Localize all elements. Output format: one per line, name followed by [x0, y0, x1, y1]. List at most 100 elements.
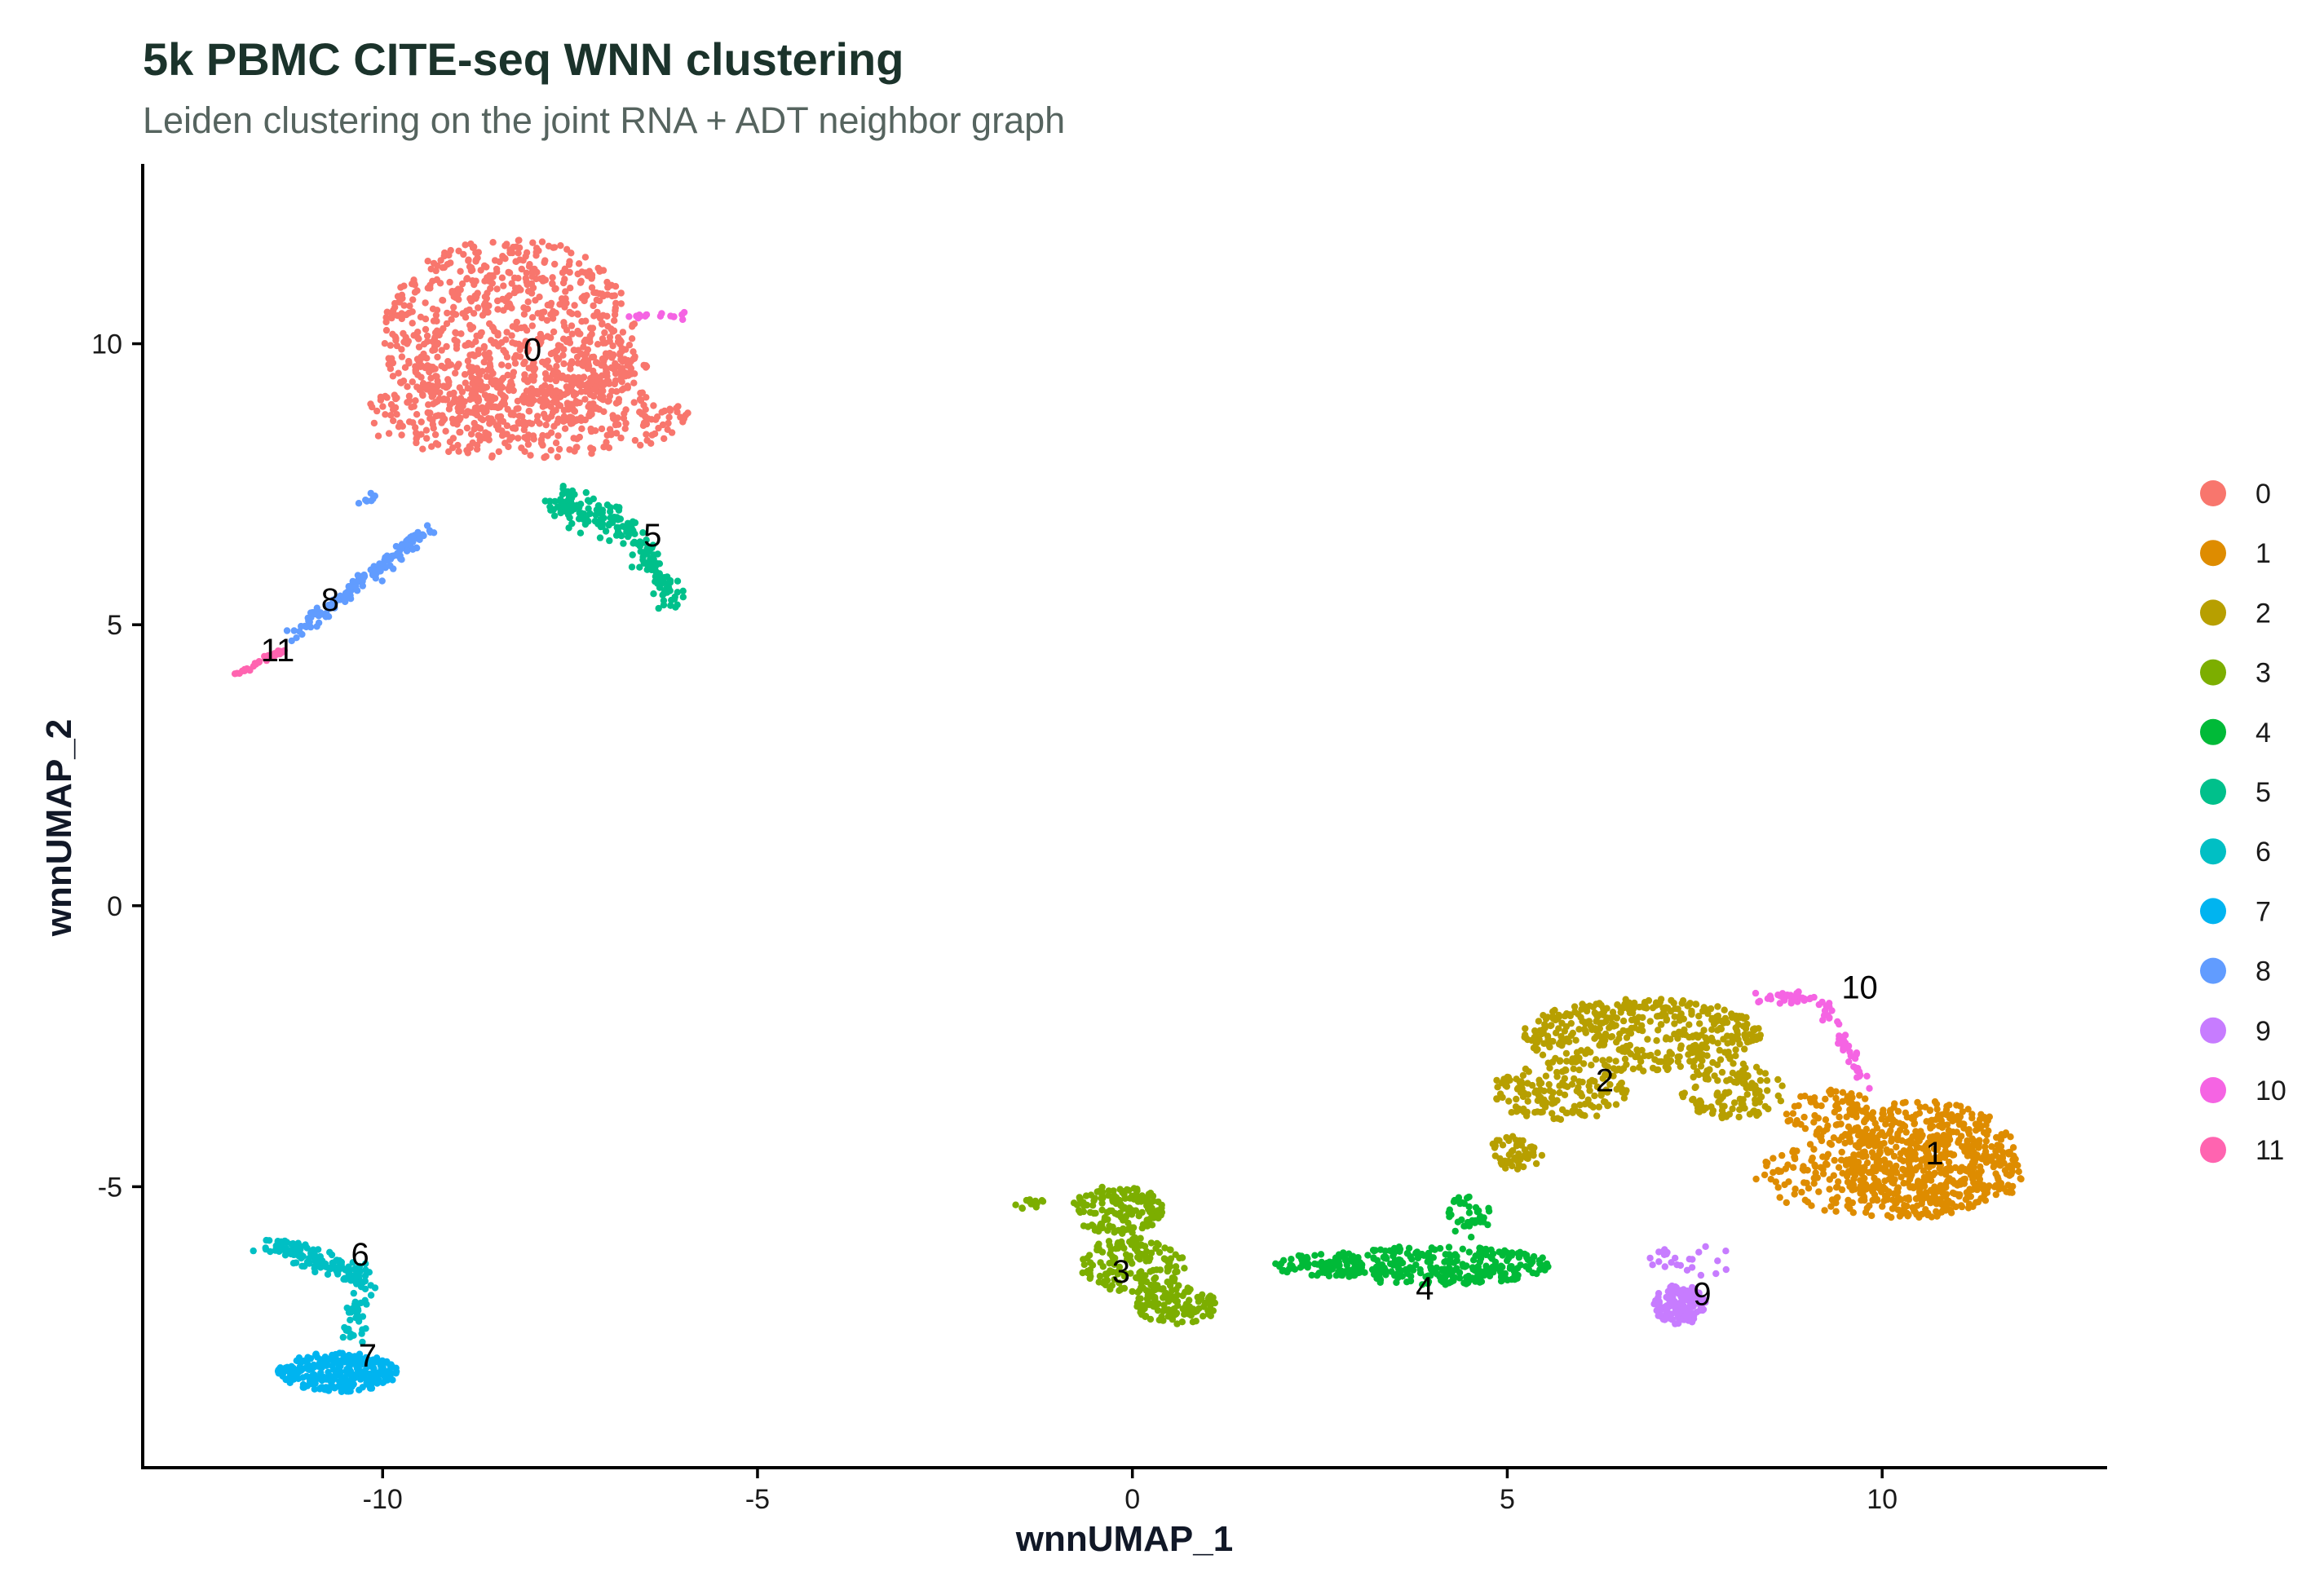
cluster-2-point	[1617, 1080, 1625, 1087]
cluster-8-point	[354, 572, 362, 579]
cluster-1-point	[1968, 1115, 1976, 1122]
cluster-2-point	[1542, 1015, 1550, 1022]
cluster-3-point	[1166, 1258, 1173, 1266]
cluster-2-point	[1703, 1052, 1711, 1059]
cluster-0-point	[566, 258, 573, 265]
cluster-1-point	[1964, 1127, 1972, 1135]
cluster-4-point	[1522, 1263, 1530, 1270]
cluster-1-point	[1927, 1117, 1934, 1124]
cluster-1-point	[1917, 1184, 1924, 1191]
cluster-0-point	[599, 320, 606, 328]
legend-label: 1	[2256, 538, 2271, 569]
cluster-0-point	[581, 269, 589, 276]
cluster-0-point	[609, 412, 616, 419]
legend-item: 6	[2200, 837, 2271, 868]
cluster-1-point	[1992, 1190, 1999, 1199]
cluster-0-point	[458, 280, 466, 288]
cluster-1-point	[1981, 1114, 1988, 1121]
cluster-1-point	[1876, 1185, 1883, 1192]
cluster-6-point	[263, 1236, 270, 1244]
cluster-1-point	[1853, 1101, 1861, 1109]
chart-title: 5k PBMC CITE-seq WNN clustering	[143, 33, 904, 85]
cluster-6-point	[274, 1238, 281, 1245]
cluster-1-point	[1958, 1203, 1966, 1211]
cluster-0-point	[471, 404, 479, 412]
cluster-1-point	[1884, 1147, 1891, 1155]
cluster-5-point	[559, 483, 567, 490]
cluster-0-point	[559, 351, 567, 359]
cluster-2-point	[1571, 1009, 1579, 1016]
cluster-3-point	[1089, 1261, 1097, 1269]
x-tick-label: 10	[1867, 1484, 1898, 1515]
cluster-0-point	[404, 383, 411, 391]
cluster-0-point	[440, 415, 447, 422]
cluster-2-point	[1755, 1110, 1762, 1118]
cluster-1-point	[1869, 1109, 1877, 1116]
cluster-3-point	[1171, 1275, 1178, 1283]
cluster-2-point	[1616, 1030, 1624, 1038]
cluster-0-point	[413, 287, 421, 294]
cluster-4-point	[1450, 1259, 1458, 1266]
cluster-7-point	[332, 1371, 339, 1379]
cluster-2-point	[1567, 1019, 1575, 1027]
cluster-0-point	[475, 397, 482, 405]
cluster-3-point	[1106, 1207, 1114, 1215]
cluster-4-point	[1465, 1222, 1473, 1230]
cluster-4-point	[1477, 1278, 1484, 1286]
cluster-2-point	[1537, 1080, 1545, 1087]
cluster-1-point	[1783, 1199, 1790, 1207]
cluster-0-point	[529, 284, 537, 292]
cluster-3-point	[1076, 1208, 1084, 1217]
cluster-2-point	[1708, 1103, 1715, 1111]
cluster-8-point	[409, 545, 417, 553]
cluster-2-point	[1774, 1075, 1782, 1084]
cluster-4-point	[1382, 1271, 1390, 1279]
cluster-1-point	[1935, 1155, 1942, 1163]
cluster-10-point	[1866, 1084, 1873, 1093]
cluster-2-point	[1555, 1040, 1563, 1048]
cluster-0-point	[427, 389, 435, 396]
cluster-0-point	[499, 417, 507, 426]
cluster-0-point	[406, 397, 413, 404]
cluster-3-point	[1132, 1191, 1139, 1199]
cluster-1-point	[1969, 1170, 1977, 1177]
cluster-0-point	[434, 353, 441, 361]
cluster-2-point	[1581, 1112, 1588, 1120]
cluster-1-point	[1905, 1196, 1912, 1204]
cluster-0-point	[437, 257, 444, 264]
cluster-0-point	[567, 400, 575, 408]
cluster-1-point	[2010, 1152, 2017, 1159]
cluster-2-point	[1561, 1091, 1569, 1099]
cluster-0-point	[631, 436, 639, 444]
cluster-4-point	[1445, 1279, 1453, 1287]
cluster-0-point	[636, 395, 644, 403]
cluster-1-point	[1999, 1153, 2006, 1160]
cluster-3-point	[1136, 1269, 1143, 1277]
cluster-0-point	[448, 316, 455, 323]
cluster-5-point	[622, 525, 630, 532]
cluster-2-point	[1626, 1041, 1634, 1049]
cluster-2-point	[1579, 1078, 1586, 1086]
cluster-4-point	[1544, 1263, 1552, 1270]
cluster-0-point	[452, 369, 459, 377]
cluster-2-point	[1765, 1105, 1772, 1113]
legend-label: 10	[2256, 1075, 2286, 1106]
cluster-1-point	[1945, 1159, 1953, 1166]
cluster-3-point	[1189, 1318, 1197, 1326]
cluster-0-point	[497, 377, 506, 384]
cluster-0-point	[541, 257, 549, 264]
cluster-1-point	[1959, 1108, 1966, 1115]
cluster-1-point	[1869, 1115, 1877, 1123]
cluster-3-point	[1098, 1188, 1107, 1196]
cluster-5-point	[550, 512, 559, 519]
cluster-2-point	[1707, 1005, 1715, 1013]
cluster-0-point	[596, 314, 604, 322]
cluster-4-point	[1431, 1246, 1438, 1253]
cluster-0-point	[653, 413, 661, 421]
cluster-0-point	[560, 360, 568, 368]
cluster-5-point	[631, 539, 639, 546]
cluster-1-point	[1772, 1178, 1779, 1186]
cluster-1-point	[1817, 1164, 1825, 1171]
cluster-0-point	[498, 361, 506, 369]
cluster-1-point	[1982, 1143, 1989, 1151]
